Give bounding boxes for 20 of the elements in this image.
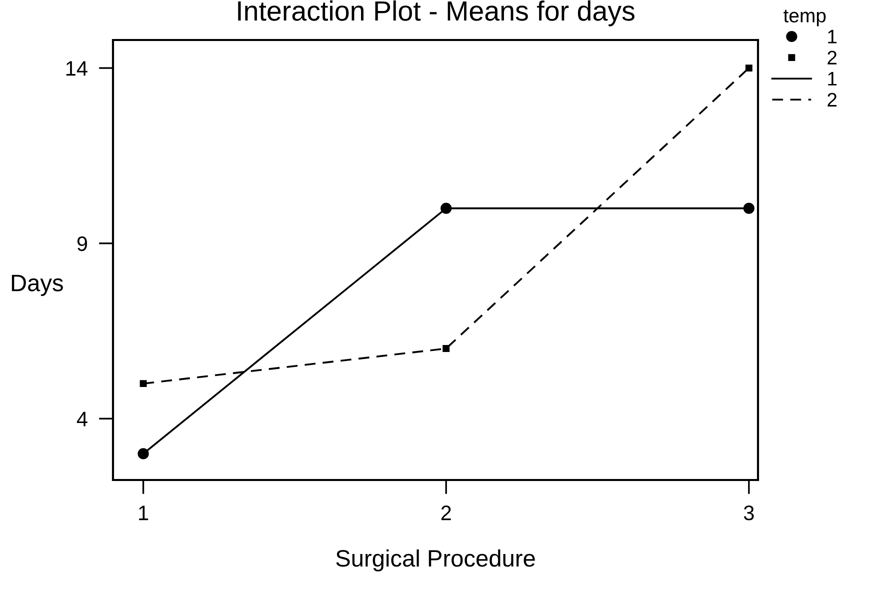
point [743,202,754,214]
y-tick-label: 4 [76,412,88,426]
y-axis-title: Days [12,274,63,296]
point [440,202,452,214]
text: 2 [828,50,837,64]
x-tick-label: 1 [139,506,148,520]
point [442,345,450,352]
x-tick-label: 2 [441,506,451,520]
point [140,380,147,388]
y-tick-label: 9 [77,236,88,252]
legend-label: 2 [828,92,837,106]
point [138,448,149,460]
chart-title: Interaction Plot - Means for days [238,0,634,26]
text: 1 [828,30,837,44]
legend-label: 1 [828,72,837,86]
x-axis-title: Surgical Procedure [336,549,535,572]
point [745,64,752,72]
x-tick-label: 3 [744,506,754,520]
legend-title: temp [784,10,826,26]
y-tick-label: 14 [66,61,88,76]
